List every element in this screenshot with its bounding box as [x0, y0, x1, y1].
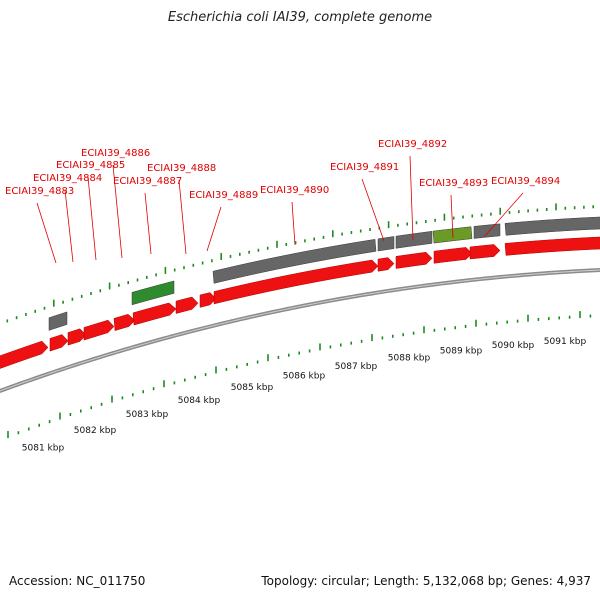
gene-leader-line — [450, 194, 454, 239]
gene-label[interactable]: ECIAI39_4890 — [260, 185, 329, 196]
reverse-strand-layer — [48, 216, 600, 331]
gene-label[interactable]: ECIAI39_4886 — [81, 148, 150, 159]
forward-gene-arrow[interactable] — [83, 319, 115, 341]
forward-gene-arrow[interactable] — [504, 236, 600, 256]
scale-label: 5091 kbp — [544, 337, 587, 347]
gene-leader-line — [409, 155, 414, 241]
gene-label[interactable]: ECIAI39_4888 — [147, 163, 216, 174]
forward-gene-arrow[interactable] — [433, 247, 473, 264]
map-title: Escherichia coli IAI39, complete genome — [167, 10, 433, 25]
forward-gene-arrow[interactable] — [377, 257, 395, 272]
genome-summary-text: Topology: circular; Length: 5,132,068 bp… — [261, 574, 591, 588]
gene-label[interactable]: ECIAI39_4885 — [56, 160, 125, 171]
scale-labels-layer: 5081 kbp 5082 kbp 5083 kbp 5084 kbp 5085 kbp… — [22, 337, 587, 453]
reverse-gene-block[interactable] — [377, 236, 395, 252]
scale-label: 5089 kbp — [440, 347, 483, 357]
gene-label[interactable]: ECIAI39_4892 — [378, 139, 447, 150]
gene-leader-line — [483, 192, 524, 238]
forward-gene-arrow[interactable] — [395, 251, 433, 269]
gene-leader-line — [206, 206, 222, 252]
gene-label[interactable]: ECIAI39_4891 — [330, 162, 399, 173]
scale-label: 5081 kbp — [22, 443, 65, 453]
gene-label[interactable]: ECIAI39_4884 — [33, 173, 102, 184]
tick-marks-layer — [6, 203, 600, 439]
forward-gene-arrow[interactable] — [0, 340, 49, 370]
gene-label[interactable]: ECIAI39_4893 — [419, 178, 488, 189]
forward-gene-arrow[interactable] — [199, 292, 217, 308]
scale-label: 5090 kbp — [492, 341, 535, 351]
track-lines-layer — [0, 268, 600, 394]
gene-leader-line — [361, 178, 385, 242]
forward-gene-arrow[interactable] — [213, 259, 379, 305]
scale-label: 5084 kbp — [178, 396, 221, 406]
gene-label[interactable]: ECIAI39_4894 — [491, 176, 560, 187]
reverse-gene-block[interactable] — [395, 231, 433, 249]
forward-gene-arrow[interactable] — [113, 314, 136, 331]
reverse-gene-block[interactable] — [131, 280, 175, 306]
scale-label: 5087 kbp — [335, 362, 378, 372]
gene-leader-line — [178, 179, 187, 255]
forward-gene-arrow[interactable] — [132, 302, 177, 326]
leader-lines-layer — [36, 155, 524, 264]
reverse-gene-block[interactable] — [473, 223, 501, 239]
gene-leader-line — [144, 192, 152, 255]
gene-labels-layer: ECIAI39_4883ECIAI39_4884ECIAI39_4885ECIA… — [5, 139, 560, 201]
forward-gene-arrow[interactable] — [49, 334, 69, 352]
reverse-gene-block[interactable] — [504, 216, 600, 236]
forward-gene-arrow[interactable] — [469, 244, 501, 260]
gene-leader-line — [291, 201, 296, 246]
gene-leader-line — [64, 189, 74, 263]
gene-label[interactable]: ECIAI39_4887 — [113, 176, 182, 187]
accession-text: Accession: NC_011750 — [9, 574, 146, 588]
gene-leader-line — [112, 164, 123, 259]
scale-label: 5088 kbp — [388, 353, 431, 363]
genome-track-line-highlight — [0, 269, 600, 392]
gene-leader-line — [36, 202, 57, 264]
reverse-gene-block[interactable] — [212, 239, 377, 284]
forward-gene-arrow[interactable] — [175, 296, 199, 314]
scale-label: 5082 kbp — [74, 426, 117, 436]
forward-strand-layer — [0, 236, 600, 370]
gene-leader-line — [87, 176, 97, 261]
forward-gene-arrow[interactable] — [67, 328, 87, 346]
gene-label[interactable]: ECIAI39_4883 — [5, 186, 74, 197]
scale-label: 5086 kbp — [283, 372, 326, 382]
gene-label[interactable]: ECIAI39_4889 — [189, 190, 258, 201]
reverse-gene-block[interactable] — [48, 311, 68, 331]
scale-label: 5083 kbp — [126, 410, 169, 420]
scale-label: 5085 kbp — [231, 383, 274, 393]
